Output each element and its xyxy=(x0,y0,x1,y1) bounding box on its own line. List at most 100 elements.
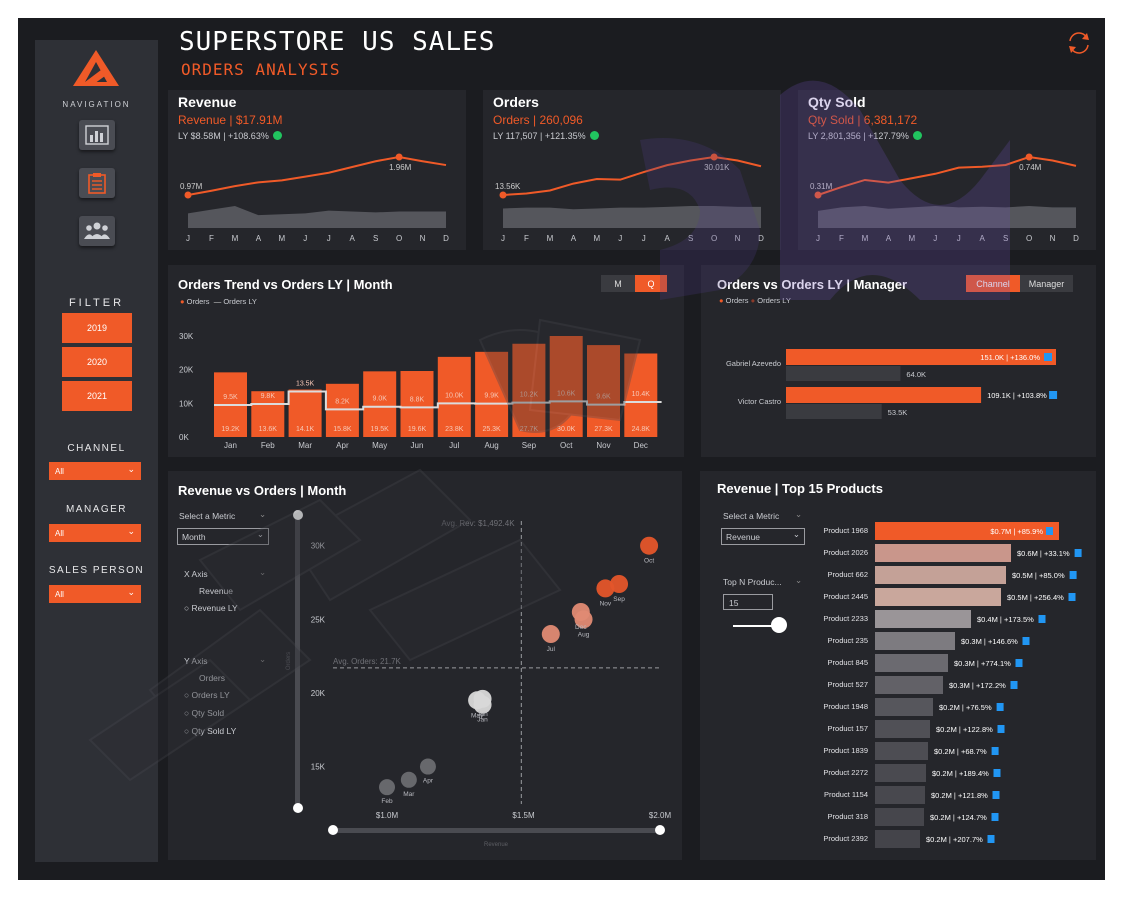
orders-bar xyxy=(549,336,583,437)
kpi-month-label: J xyxy=(618,234,622,243)
manager-orders-label: 151.0K | +136.0% xyxy=(980,353,1040,362)
scatter-point-label: Sep xyxy=(613,596,625,603)
kpi-month-label: F xyxy=(524,234,529,243)
nav-orders-button[interactable] xyxy=(79,168,115,198)
refresh-icon[interactable] xyxy=(1066,30,1092,56)
x-option-revenue-ly[interactable]: ○ Revenue LY xyxy=(184,603,238,613)
y-tick-label: 30K xyxy=(311,542,326,551)
y-option-qty-sold-label: Qty Sold xyxy=(191,708,225,718)
product-name-label: Product 2392 xyxy=(823,834,868,843)
info-badge-icon xyxy=(1010,681,1018,689)
chevron-down-icon: ⌄ xyxy=(795,509,803,519)
scatter-point-label: Jan xyxy=(477,717,488,724)
orders-bar xyxy=(587,345,620,437)
scatter-point-label: Jul xyxy=(547,646,556,653)
manager-orders-bar xyxy=(786,387,982,403)
select-metric-label: Select a Metric xyxy=(723,511,780,521)
product-name-label: Product 2026 xyxy=(823,548,868,557)
y-option-orders[interactable]: Orders xyxy=(199,673,225,683)
y-tick-label: 15K xyxy=(311,763,326,772)
sales-person-value: All xyxy=(55,589,64,599)
kpi-month-label: A xyxy=(571,234,577,243)
top-products-chart: Product 1968 $0.7M | +85.9% Product 2026 $0… xyxy=(823,522,1082,848)
manager-orders-bar xyxy=(786,349,1056,365)
scatter-point-label: Mar xyxy=(403,791,415,798)
select-metric-dropdown[interactable]: Month ⌄ xyxy=(177,528,269,545)
product-bar xyxy=(875,830,920,848)
nav-team-button[interactable] xyxy=(79,216,115,246)
legend-orders: Orders xyxy=(186,297,210,306)
chevron-down-icon: ⌄ xyxy=(259,567,267,577)
product-bar xyxy=(875,522,1059,540)
topn-slider-handle[interactable] xyxy=(771,617,787,633)
product-bar-label: $0.2M | +68.7% xyxy=(934,747,987,756)
y-tick-label: 20K xyxy=(179,366,194,375)
y-option-orders-ly-label: Orders LY xyxy=(191,690,230,700)
info-badge-icon xyxy=(987,835,995,843)
x-tick-label: $1.0M xyxy=(376,811,399,820)
toggle-channel-button[interactable]: Channel xyxy=(966,275,1020,292)
product-bar-label: $0.3M | +774.1% xyxy=(954,659,1011,668)
scatter-point-label: Apr xyxy=(423,778,434,785)
kpi-card-revenue: Revenue Revenue | $17.91M LY $8.58M | +1… xyxy=(168,90,466,250)
sales-person-dropdown[interactable]: All ⌄ xyxy=(49,585,141,603)
info-badge-icon xyxy=(1074,549,1082,557)
y-option-qty-sold-ly[interactable]: ○ Qty Sold LY xyxy=(184,726,236,736)
x-option-revenue[interactable]: Revenue xyxy=(199,586,234,596)
orders-ly-label: 10.2K xyxy=(520,392,539,399)
orders-ly-label: 9.5K xyxy=(223,394,238,401)
kpi-ly: LY $8.58M | +108.63% xyxy=(178,131,282,141)
toggle-manager-button[interactable]: Manager xyxy=(1020,275,1073,292)
radio-icon: ○ xyxy=(184,726,190,736)
kpi-max-label: 0.74M xyxy=(1019,163,1042,172)
manager-dropdown[interactable]: All ⌄ xyxy=(49,524,141,542)
channel-label: CHANNEL xyxy=(67,443,126,454)
scatter-point xyxy=(571,602,590,621)
channel-dropdown[interactable]: All ⌄ xyxy=(49,462,141,480)
topn-slider-track[interactable] xyxy=(733,625,779,627)
scatter-chart: 15K 20K 25K 30K $1.0M $1.5M $2.0M Avg. Rev: $1,… xyxy=(286,510,671,848)
toggle-quarter-button[interactable]: Q xyxy=(635,275,667,292)
kpi-max-label: 1.96M xyxy=(389,163,412,172)
x-axis-title: Revenue xyxy=(484,842,509,848)
y-range-slider-handle xyxy=(293,803,303,813)
chevron-down-icon: ⌄ xyxy=(127,526,135,536)
legend-line-icon: — xyxy=(213,297,222,306)
kpi-month-label: M xyxy=(547,234,554,243)
product-bar-label: $0.6M | +33.1% xyxy=(1017,549,1070,558)
kpi-line-series xyxy=(187,155,447,196)
orders-bar-label: 30.0K xyxy=(557,426,576,433)
kpi-month-label: J xyxy=(186,234,190,243)
y-tick-label: 20K xyxy=(311,689,326,698)
month-label: Jun xyxy=(411,441,424,450)
kpi-month-label: J xyxy=(501,234,505,243)
toggle-month-button[interactable]: M xyxy=(601,275,635,292)
info-badge-icon xyxy=(1038,615,1046,623)
year-2020-button[interactable]: 2020 xyxy=(62,347,132,377)
x-range-slider-handle xyxy=(655,825,665,835)
kpi-month-label: S xyxy=(688,234,693,243)
scatter-point xyxy=(400,771,417,788)
y-option-orders-ly[interactable]: ○ Orders LY xyxy=(184,690,230,700)
info-badge-icon xyxy=(1049,391,1058,399)
year-2019-button[interactable]: 2019 xyxy=(62,313,132,343)
year-2021-button[interactable]: 2021 xyxy=(62,381,132,411)
kpi-month-label: J xyxy=(303,234,307,243)
manager-legend: ● Orders ● Orders LY xyxy=(719,296,791,305)
topn-input[interactable]: 15 xyxy=(723,594,773,610)
orders-bar-label: 15.8K xyxy=(333,426,352,433)
orders-bar xyxy=(475,351,509,437)
kpi-month-label: O xyxy=(396,234,402,243)
kpi-title: Qty Sold xyxy=(808,94,866,110)
product-bar-label: $0.2M | +76.5% xyxy=(939,703,992,712)
kpi-area-series xyxy=(503,206,761,228)
kpi-month-label: D xyxy=(443,234,449,243)
nav-sales-button[interactable] xyxy=(79,120,115,150)
select-metric-label: Select a Metric xyxy=(179,511,236,521)
kpi-month-label: J xyxy=(816,234,820,243)
y-option-qty-sold[interactable]: ○ Qty Sold xyxy=(184,708,224,718)
kpi-month-label: J xyxy=(642,234,646,243)
kpi-ly-text: LY 2,801,356 | +127.79% xyxy=(808,131,909,141)
product-name-label: Product 318 xyxy=(828,812,868,821)
product-metric-dropdown[interactable]: Revenue ⌄ xyxy=(721,528,805,545)
